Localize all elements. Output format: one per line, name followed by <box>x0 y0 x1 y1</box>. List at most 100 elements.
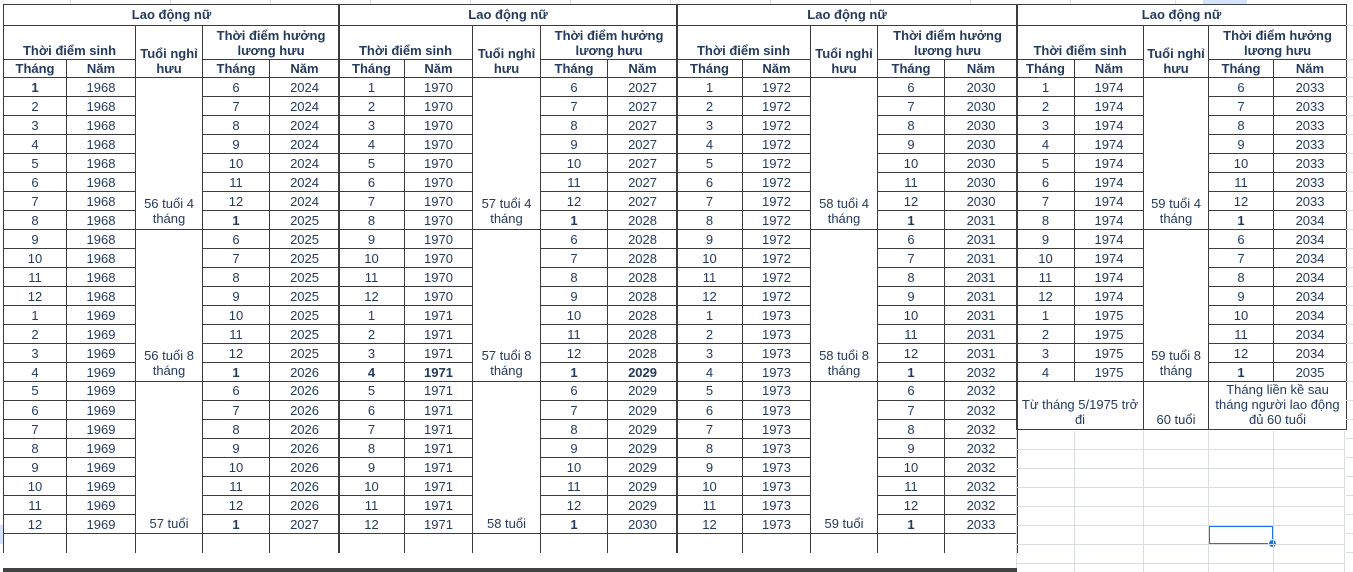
cell[interactable]: 1971 <box>404 438 473 458</box>
cell[interactable]: 1972 <box>742 286 811 306</box>
cell[interactable]: 11 <box>676 267 743 287</box>
cell[interactable]: 5 <box>3 153 67 173</box>
cell[interactable]: 1 <box>1016 305 1075 325</box>
cell[interactable]: 1 <box>676 305 743 325</box>
cell[interactable]: 1973 <box>742 305 811 325</box>
cell[interactable]: 8 <box>338 438 405 458</box>
cell[interactable]: 1973 <box>742 362 811 382</box>
cell[interactable]: 6 <box>1016 172 1075 192</box>
cell[interactable]: 10 <box>540 457 608 477</box>
cell[interactable]: 7 <box>1208 248 1274 268</box>
cell[interactable]: 2030 <box>606 514 679 534</box>
cell[interactable]: 2027 <box>606 172 679 192</box>
cell[interactable]: 1974 <box>1074 153 1144 173</box>
cell[interactable]: 1973 <box>742 514 811 534</box>
cell[interactable]: 1968 <box>66 153 136 173</box>
cell[interactable]: 6 <box>877 229 945 249</box>
cell[interactable]: 4 <box>676 362 743 382</box>
cell[interactable] <box>943 533 1019 553</box>
cell[interactable]: 1971 <box>404 457 473 477</box>
cell[interactable]: 2028 <box>606 324 679 344</box>
cell[interactable]: 1974 <box>1074 77 1144 97</box>
pension-header-cell[interactable]: Thời điểm hưởng lương hưu <box>201 25 341 60</box>
cell[interactable] <box>472 533 541 553</box>
cell[interactable]: 8 <box>877 115 945 135</box>
cell[interactable]: 7 <box>540 248 608 268</box>
cell[interactable]: 1972 <box>742 229 811 249</box>
cell[interactable]: 1971 <box>404 305 473 325</box>
cell[interactable]: 2028 <box>606 229 679 249</box>
cell[interactable]: 6 <box>540 229 608 249</box>
cell[interactable]: 1973 <box>742 324 811 344</box>
cell[interactable]: 2028 <box>606 343 679 363</box>
cell[interactable]: 2032 <box>943 495 1019 515</box>
cell[interactable]: 11 <box>1208 172 1274 192</box>
cell[interactable]: 1 <box>202 210 270 230</box>
cell[interactable]: 4 <box>676 134 743 154</box>
cell[interactable]: 2032 <box>943 457 1019 477</box>
cell[interactable]: 2025 <box>268 267 341 287</box>
cell[interactable]: 1971 <box>404 381 473 401</box>
cell[interactable]: 9 <box>202 438 270 458</box>
cell[interactable]: 11 <box>202 172 270 192</box>
cell[interactable]: 2024 <box>268 191 341 211</box>
retirement-age-cell[interactable]: 59 tuổi 4 tháng <box>1143 77 1209 230</box>
cell[interactable]: 2 <box>676 96 743 116</box>
cell[interactable]: 10 <box>877 153 945 173</box>
cell[interactable]: 6 <box>676 172 743 192</box>
year-header-cell[interactable]: Năm <box>66 59 136 78</box>
cell[interactable]: 6 <box>202 381 270 401</box>
month-header-cell[interactable]: Tháng <box>877 59 945 78</box>
cell[interactable]: 1973 <box>742 476 811 496</box>
cell[interactable]: 1968 <box>66 172 136 192</box>
cell[interactable]: 1969 <box>66 305 136 325</box>
month-header-cell[interactable]: Tháng <box>676 59 743 78</box>
cell[interactable]: 2031 <box>943 229 1019 249</box>
cell[interactable]: 1970 <box>404 210 473 230</box>
cell[interactable]: 6 <box>3 400 67 420</box>
cell[interactable]: 1968 <box>66 115 136 135</box>
cell[interactable]: 1974 <box>1074 248 1144 268</box>
cell[interactable]: 2029 <box>606 438 679 458</box>
cell[interactable]: 10 <box>202 305 270 325</box>
cell[interactable]: 11 <box>1208 324 1274 344</box>
cell[interactable]: 1 <box>540 210 608 230</box>
cell[interactable]: 12 <box>202 343 270 363</box>
cell[interactable]: 2034 <box>1272 267 1348 287</box>
cell[interactable]: 1972 <box>742 77 811 97</box>
cell[interactable]: 12 <box>877 191 945 211</box>
cell[interactable]: 3 <box>1016 115 1075 135</box>
cell[interactable]: 2032 <box>943 419 1019 439</box>
cell[interactable]: 12 <box>3 286 67 306</box>
cell[interactable]: 6 <box>338 172 405 192</box>
cell[interactable]: 2027 <box>606 115 679 135</box>
cell[interactable]: 8 <box>676 438 743 458</box>
cell[interactable]: 3 <box>1016 343 1075 363</box>
cell[interactable]: 1972 <box>742 210 811 230</box>
cell[interactable]: 10 <box>540 153 608 173</box>
cell[interactable]: 11 <box>540 172 608 192</box>
cell[interactable]: 6 <box>540 381 608 401</box>
cell[interactable]: 1968 <box>66 286 136 306</box>
cell[interactable]: 2034 <box>1272 248 1348 268</box>
cell[interactable]: 8 <box>676 210 743 230</box>
cell[interactable]: 1970 <box>404 172 473 192</box>
cell[interactable] <box>268 533 341 553</box>
cell[interactable]: 1968 <box>66 191 136 211</box>
cell[interactable]: 2026 <box>268 419 341 439</box>
retirement-age-cell[interactable]: 57 tuổi <box>135 381 203 534</box>
cell[interactable] <box>338 533 405 553</box>
cell[interactable]: 4 <box>1016 362 1075 382</box>
cell[interactable]: 2032 <box>943 476 1019 496</box>
cell[interactable]: 1971 <box>404 324 473 344</box>
cell[interactable]: 6 <box>540 77 608 97</box>
cell[interactable]: 2028 <box>606 267 679 287</box>
cell[interactable]: 2024 <box>268 153 341 173</box>
cell[interactable] <box>540 533 608 553</box>
cell[interactable]: 12 <box>540 343 608 363</box>
cell[interactable]: 7 <box>202 400 270 420</box>
cell[interactable]: 7 <box>540 400 608 420</box>
cell[interactable]: 12 <box>202 495 270 515</box>
cell[interactable]: 8 <box>3 438 67 458</box>
cell[interactable]: 9 <box>877 438 945 458</box>
